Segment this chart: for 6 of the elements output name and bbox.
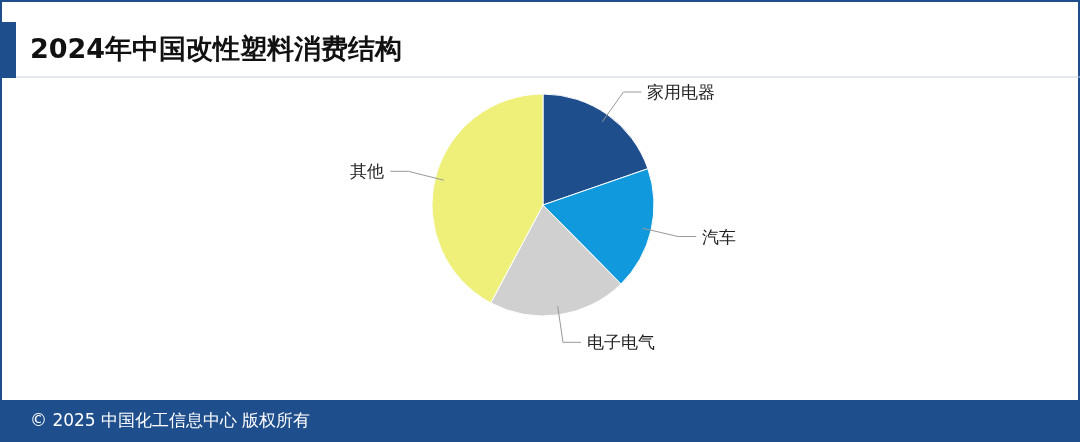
chart-title: 2024年中国改性塑料消费结构 — [30, 33, 403, 64]
slice-label: 汽车 — [702, 226, 737, 247]
text: © 2025 中国化工信息中心 版权所有 — [30, 410, 311, 430]
slice-label: 家用电器 — [647, 81, 716, 102]
slice-label: 电子电气 — [586, 332, 655, 353]
slice-label: 其他 — [350, 161, 385, 182]
